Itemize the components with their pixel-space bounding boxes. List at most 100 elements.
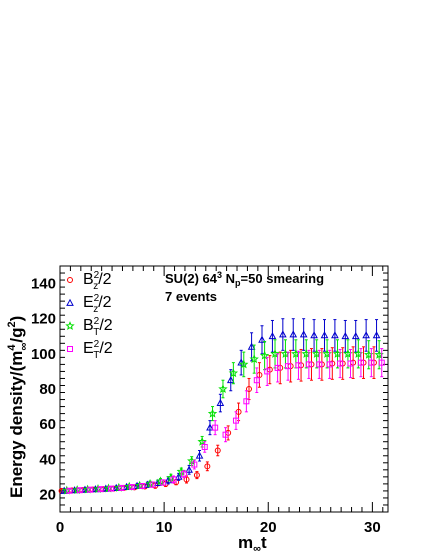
data-point: [133, 481, 141, 489]
data-point: [97, 486, 104, 493]
legend-item: B2 z/2: [67, 270, 112, 292]
series-1: [58, 346, 377, 494]
data-point: [351, 332, 360, 340]
x-tick-label: 20: [260, 519, 277, 536]
data-marks: [58, 318, 385, 495]
data-point: [264, 368, 271, 375]
data-point: [285, 363, 292, 370]
axis-ticks: 0 10 20 30 20 40 60 80 100 120 140: [31, 265, 388, 536]
data-point: [218, 384, 228, 393]
data-point: [232, 417, 239, 424]
chart-annotation-line1: SU(2) 643 Np=50 smearing: [165, 270, 324, 288]
y-tick-label: 140: [31, 276, 56, 293]
data-point: [310, 331, 318, 339]
data-point: [228, 368, 239, 378]
legend-item: E2 z/2: [66, 293, 112, 315]
data-point: [87, 486, 94, 493]
data-point: [258, 335, 266, 343]
y-axis-title: Energy density/(m4∞/g2): [6, 316, 30, 498]
data-point: [249, 354, 259, 364]
data-point: [341, 332, 350, 340]
legend: B2 z/2E2 z/2B2 T/2E2 T/2: [65, 270, 113, 361]
data-point: [101, 484, 110, 492]
y-tick-label: 120: [31, 311, 56, 328]
legend-marker: [66, 298, 74, 306]
data-point: [91, 485, 100, 493]
data-point: [320, 331, 329, 339]
data-point: [214, 447, 221, 454]
y-tick-label: 80: [39, 381, 56, 398]
data-point: [76, 487, 83, 494]
data-point: [347, 360, 354, 367]
data-point: [207, 408, 218, 418]
data-point: [185, 465, 193, 473]
data-point: [122, 482, 131, 490]
data-point: [299, 330, 308, 338]
data-point: [197, 436, 207, 446]
data-point: [378, 359, 385, 366]
data-point: [154, 478, 162, 486]
x-tick-label: 10: [156, 519, 173, 536]
data-point: [295, 362, 302, 369]
data-point: [274, 364, 281, 371]
data-point: [337, 360, 344, 367]
data-point: [305, 361, 312, 368]
legend-item: E2 T/2: [67, 339, 113, 361]
y-tick-label: 20: [39, 486, 56, 503]
data-point: [160, 479, 167, 486]
data-point: [247, 342, 256, 350]
data-point: [270, 348, 280, 358]
data-point: [66, 487, 73, 494]
data-point: [316, 361, 323, 368]
plot-frame: [59, 265, 389, 513]
data-point: [170, 476, 177, 483]
chart-annotation-line2: 7 events: [165, 289, 217, 304]
data-point: [278, 330, 287, 338]
data-point: [368, 359, 375, 366]
x-tick-label: 30: [364, 519, 381, 536]
data-point: [180, 471, 187, 478]
data-point: [149, 481, 156, 488]
data-point: [259, 350, 270, 360]
data-point: [108, 485, 115, 492]
data-point: [239, 359, 249, 369]
data-point: [201, 443, 208, 450]
y-tick-label: 100: [31, 346, 56, 363]
data-point: [253, 377, 260, 384]
data-point: [81, 485, 89, 493]
data-point: [289, 330, 298, 338]
legend-label: B2 z/2: [83, 270, 112, 292]
data-point: [193, 472, 200, 479]
data-point: [118, 484, 125, 491]
data-point: [70, 486, 79, 494]
legend-item: B2 T/2: [65, 316, 113, 338]
data-point: [191, 461, 198, 468]
data-point: [245, 386, 252, 392]
data-point: [139, 482, 146, 489]
data-point: [222, 431, 229, 438]
data-point: [195, 451, 204, 459]
y-tick-label: 40: [39, 451, 56, 468]
data-point: [112, 483, 121, 492]
data-point: [60, 486, 69, 494]
data-point: [128, 484, 135, 491]
legend-marker: [67, 277, 73, 283]
series-4: [66, 348, 385, 494]
data-point: [331, 331, 339, 339]
data-point: [216, 398, 225, 406]
data-point: [362, 331, 370, 339]
data-point: [206, 423, 214, 431]
legend-label: B2 T/2: [83, 316, 113, 338]
y-tick-label: 60: [39, 416, 56, 433]
legend-label: E2 T/2: [83, 339, 113, 361]
legend-marker: [67, 346, 73, 352]
legend-label: E2 z/2: [83, 293, 112, 315]
legend-marker: [65, 321, 75, 330]
data-point: [174, 472, 183, 480]
data-point: [243, 398, 250, 405]
data-point: [268, 332, 277, 340]
data-point: [204, 463, 211, 470]
data-point: [226, 375, 235, 384]
data-point: [326, 361, 333, 368]
